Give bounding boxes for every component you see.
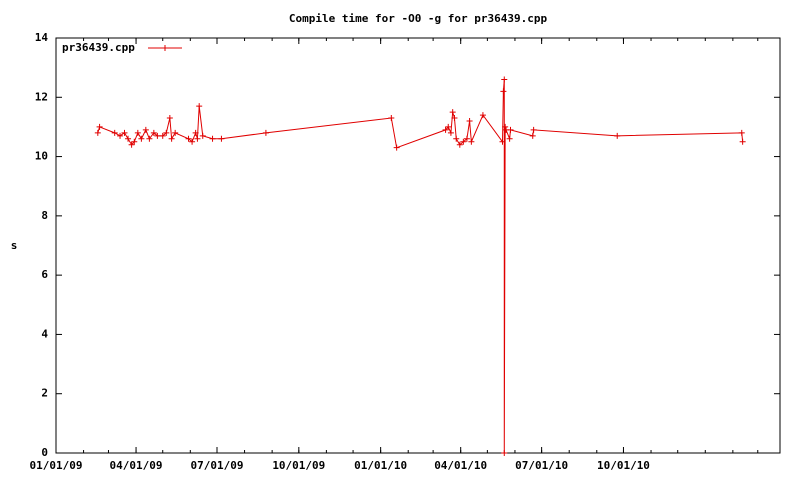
- y-tick-label: 2: [41, 387, 48, 400]
- point: [501, 450, 508, 456]
- point: [209, 135, 216, 142]
- point: [185, 135, 192, 142]
- legend-label: pr36439.cpp: [62, 41, 135, 54]
- point: [111, 129, 118, 136]
- point: [150, 129, 157, 136]
- point: [189, 138, 196, 145]
- x-tick-label: 10/01/09: [272, 459, 325, 472]
- point: [393, 144, 400, 151]
- point: [739, 138, 746, 145]
- point: [194, 135, 201, 142]
- plot-frame: [55, 37, 781, 454]
- point: [507, 126, 514, 133]
- point: [460, 138, 467, 145]
- point: [117, 132, 124, 139]
- point: [172, 129, 179, 136]
- point: [121, 129, 128, 136]
- series-line: [97, 79, 744, 454]
- y-tick-label: 0: [41, 446, 48, 459]
- x-tick-label: 10/01/10: [597, 459, 650, 472]
- point: [192, 129, 199, 136]
- point: [163, 129, 170, 136]
- point: [614, 132, 621, 139]
- point: [388, 115, 395, 122]
- point: [530, 126, 537, 133]
- point: [125, 135, 132, 142]
- point: [154, 132, 161, 139]
- point: [128, 141, 135, 148]
- y-tick-label: 14: [35, 31, 49, 44]
- y-tick-label: 6: [41, 268, 48, 281]
- point: [447, 129, 454, 136]
- x-tick-label: 07/01/09: [190, 459, 243, 472]
- chart-title: Compile time for -O0 -g for pr36439.cpp: [289, 12, 548, 25]
- point: [449, 109, 456, 116]
- x-tick-label: 07/01/10: [515, 459, 568, 472]
- point: [451, 115, 458, 122]
- point: [501, 76, 508, 83]
- point: [138, 135, 145, 142]
- y-tick-label: 8: [41, 209, 48, 222]
- point: [96, 123, 103, 130]
- point: [199, 132, 206, 139]
- y-axis-label: s: [11, 239, 18, 252]
- point: [453, 135, 460, 142]
- point: [218, 135, 225, 142]
- point: [162, 45, 168, 51]
- point: [166, 115, 173, 122]
- point: [468, 138, 475, 145]
- y-tick-label: 4: [41, 327, 48, 340]
- point: [463, 135, 470, 142]
- point: [529, 132, 536, 139]
- point: [94, 129, 101, 136]
- point: [131, 138, 138, 145]
- y-tick-label: 12: [35, 90, 48, 103]
- point: [146, 135, 153, 142]
- point: [262, 129, 269, 136]
- point: [499, 138, 506, 145]
- x-tick-label: 04/01/09: [110, 459, 163, 472]
- x-tick-label: 04/01/10: [434, 459, 487, 472]
- point: [134, 129, 141, 136]
- point: [738, 129, 745, 136]
- x-tick-label: 01/01/10: [354, 459, 407, 472]
- point: [442, 126, 449, 133]
- point: [479, 112, 486, 119]
- point: [196, 103, 203, 110]
- point: [466, 118, 473, 124]
- point: [456, 141, 463, 148]
- point: [500, 88, 507, 95]
- point: [506, 135, 513, 142]
- point: [445, 123, 452, 130]
- point: [142, 126, 149, 133]
- point: [168, 135, 175, 142]
- point: [502, 123, 509, 130]
- y-tick-label: 10: [35, 150, 48, 163]
- x-tick-label: 01/01/09: [30, 459, 83, 472]
- point: [159, 132, 166, 139]
